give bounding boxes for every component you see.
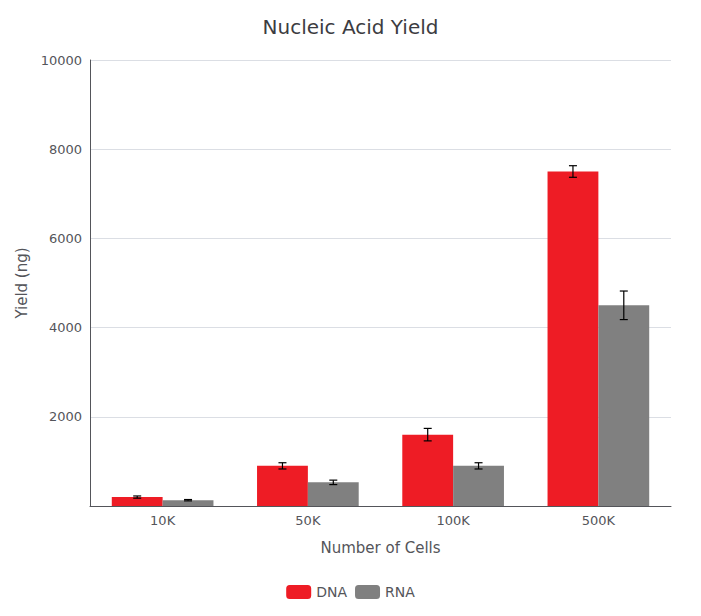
svg-text:6000: 6000 (49, 231, 82, 246)
svg-text:4000: 4000 (49, 320, 82, 335)
svg-text:Nucleic Acid Yield: Nucleic Acid Yield (263, 15, 439, 39)
svg-text:RNA: RNA (385, 584, 415, 600)
svg-text:500K: 500K (582, 513, 616, 528)
svg-text:2000: 2000 (49, 409, 82, 424)
svg-text:10K: 10K (150, 513, 176, 528)
svg-text:8000: 8000 (49, 142, 82, 157)
svg-text:DNA: DNA (316, 584, 347, 600)
svg-text:10000: 10000 (41, 53, 82, 68)
svg-text:50K: 50K (295, 513, 321, 528)
svg-text:Number of Cells: Number of Cells (320, 539, 440, 557)
svg-text:Yield (ng): Yield (ng) (13, 247, 31, 319)
svg-text:100K: 100K (436, 513, 470, 528)
